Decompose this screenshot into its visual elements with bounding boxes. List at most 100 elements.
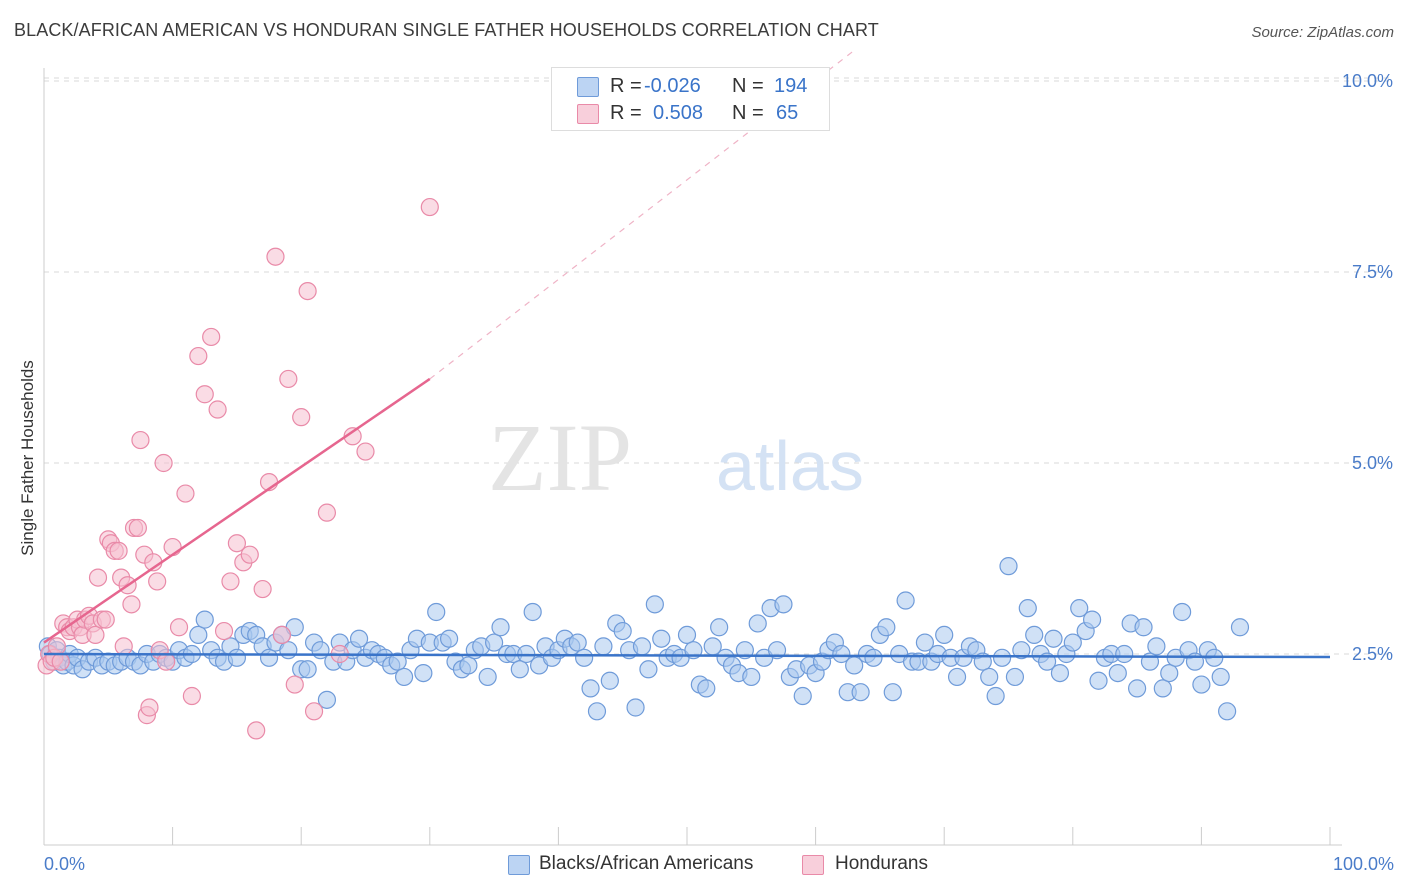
data-point-blacks [189, 625, 208, 645]
data-point-hondurans [88, 568, 108, 587]
data-point-blacks [947, 667, 967, 687]
data-point-hondurans [86, 625, 105, 645]
trend-line-hondurans [43, 377, 431, 644]
data-point-blacks [581, 679, 600, 698]
data-point-blacks [774, 595, 793, 614]
data-point-hondurans [195, 385, 214, 404]
data-point-blacks [877, 618, 896, 637]
data-point-hondurans [279, 369, 298, 389]
watermark-atlas: atlas [716, 427, 864, 505]
data-point-hondurans [266, 247, 285, 266]
data-point-hondurans [122, 595, 141, 614]
y-tick-label: 2.5% [1352, 644, 1393, 664]
data-point-blacks [1153, 679, 1172, 698]
x-tick-label: 0.0% [44, 854, 85, 874]
data-point-blacks [613, 621, 632, 641]
data-point-blacks [1050, 663, 1070, 683]
data-point-hondurans [272, 625, 292, 645]
legend-r-value: -0.026 [644, 75, 701, 97]
trend-line-blacks [43, 652, 1331, 659]
data-point-blacks [1025, 625, 1044, 645]
data-point-blacks [1211, 667, 1230, 687]
axes [43, 68, 1342, 846]
source-label: Source: ZipAtlas.com [1251, 24, 1394, 41]
data-point-hondurans [189, 346, 208, 366]
data-point-blacks [491, 618, 510, 637]
data-point-blacks [195, 610, 214, 629]
data-point-blacks [999, 557, 1018, 576]
correlation-legend: R = -0.026 N = 194 R = 0.508 N = 65 [551, 67, 830, 131]
data-point-hondurans [240, 545, 259, 564]
data-point-hondurans [47, 637, 66, 656]
data-point-blacks [864, 648, 883, 667]
data-point-hondurans [128, 518, 147, 538]
data-point-hondurans [317, 503, 337, 522]
data-point-blacks [478, 667, 497, 687]
data-point-blacks [1173, 602, 1192, 622]
data-point-blacks [1147, 637, 1166, 656]
data-point-blacks [1127, 679, 1147, 698]
data-point-blacks [935, 625, 954, 645]
data-point-blacks [883, 683, 902, 702]
legend-swatch-hondurans [802, 855, 824, 875]
data-point-hondurans [304, 702, 324, 721]
data-point-blacks [986, 686, 1005, 706]
legend-n-value: 194 [774, 75, 808, 97]
data-point-blacks [697, 679, 716, 698]
data-point-hondurans [182, 686, 201, 706]
data-point-hondurans [247, 721, 266, 740]
data-point-hondurans [221, 572, 240, 591]
legend-swatch-blacks [577, 77, 599, 97]
data-point-blacks [1134, 618, 1153, 637]
data-point-hondurans [176, 484, 195, 503]
data-point-hondurans [253, 579, 272, 599]
chart-title: BLACK/AFRICAN AMERICAN VS HONDURAN SINGL… [14, 20, 879, 40]
data-point-blacks [388, 652, 407, 671]
data-point-hondurans [285, 675, 304, 694]
data-point-hondurans [148, 572, 167, 591]
data-point-blacks [317, 690, 337, 709]
data-point-blacks [1063, 633, 1082, 652]
data-point-blacks [279, 641, 298, 660]
data-point-blacks [1192, 675, 1211, 694]
data-point-hondurans [51, 652, 70, 671]
data-point-blacks [439, 629, 459, 648]
y-tick-label: 5.0% [1352, 453, 1393, 473]
data-point-blacks [742, 667, 761, 687]
data-point-blacks [980, 667, 999, 687]
data-point-blacks [677, 625, 697, 645]
data-point-hondurans [420, 197, 439, 217]
data-point-blacks [485, 633, 504, 652]
data-point-hondurans [227, 534, 246, 553]
legend-label-blacks: Blacks/African Americans [539, 853, 754, 874]
y-tick-label: 7.5% [1352, 262, 1393, 282]
data-point-blacks [1218, 702, 1237, 721]
series-legend: Blacks/African Americans Hondurans [0, 851, 1406, 879]
data-point-blacks [832, 644, 851, 664]
data-point-blacks [394, 667, 414, 687]
data-point-hondurans [208, 400, 227, 419]
data-point-blacks [915, 633, 935, 652]
data-point-blacks [1044, 629, 1063, 648]
data-point-hondurans [356, 442, 375, 461]
tick-labels: 2.5% 5.0% 7.5% 10.0% 0.0% 100.0% [44, 71, 1394, 874]
data-point-blacks [227, 648, 246, 667]
y-tick-label: 10.0% [1342, 71, 1393, 91]
data-point-blacks [259, 648, 279, 667]
data-point-blacks [851, 683, 870, 702]
x-tick-label: 100.0% [1333, 854, 1394, 874]
data-point-blacks [523, 602, 542, 622]
watermark-zip: ZIP [488, 404, 632, 511]
data-point-blacks [1160, 663, 1179, 683]
data-point-hondurans [292, 408, 311, 427]
data-point-hondurans [202, 327, 221, 347]
data-point-hondurans [163, 537, 182, 557]
data-point-blacks [600, 671, 619, 690]
data-point-hondurans [169, 618, 189, 637]
legend-n-label: N = [732, 75, 764, 97]
legend-n-label: N = [732, 102, 764, 124]
data-point-blacks [1070, 599, 1089, 618]
data-point-hondurans [140, 698, 159, 717]
data-point-blacks [1089, 671, 1108, 690]
